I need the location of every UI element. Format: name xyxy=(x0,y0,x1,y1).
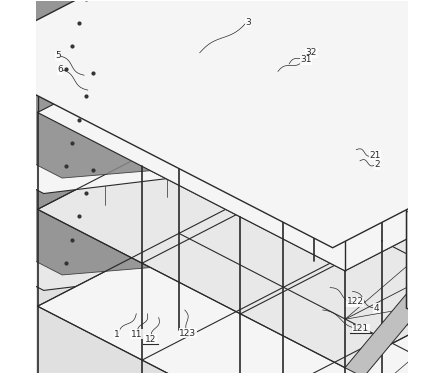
Polygon shape xyxy=(0,65,289,193)
Polygon shape xyxy=(0,162,289,290)
Polygon shape xyxy=(99,0,289,76)
Polygon shape xyxy=(0,102,444,374)
Polygon shape xyxy=(314,67,444,233)
Text: 2: 2 xyxy=(374,160,380,169)
Polygon shape xyxy=(0,0,286,81)
Text: 5: 5 xyxy=(55,51,61,60)
Polygon shape xyxy=(38,67,444,368)
Polygon shape xyxy=(305,288,348,310)
Text: 11: 11 xyxy=(131,330,142,339)
Polygon shape xyxy=(182,351,225,373)
Text: 31: 31 xyxy=(300,55,312,64)
Text: 3: 3 xyxy=(245,18,251,27)
Text: 121: 121 xyxy=(352,324,369,333)
Polygon shape xyxy=(38,164,444,374)
Polygon shape xyxy=(345,198,444,374)
Text: 123: 123 xyxy=(179,329,196,338)
Text: 21: 21 xyxy=(369,151,381,160)
Polygon shape xyxy=(385,329,428,351)
Polygon shape xyxy=(0,61,286,178)
Text: 1: 1 xyxy=(114,330,120,339)
Text: 12: 12 xyxy=(145,334,156,344)
Polygon shape xyxy=(191,102,444,374)
Polygon shape xyxy=(0,0,289,96)
Polygon shape xyxy=(345,295,444,374)
Polygon shape xyxy=(0,158,286,275)
Polygon shape xyxy=(38,0,444,271)
Polygon shape xyxy=(406,0,444,346)
Polygon shape xyxy=(99,65,289,173)
Polygon shape xyxy=(314,0,444,136)
Polygon shape xyxy=(118,0,444,160)
Polygon shape xyxy=(0,0,444,248)
Polygon shape xyxy=(302,0,444,85)
Text: 122: 122 xyxy=(347,297,364,306)
Polygon shape xyxy=(314,164,444,329)
Text: 6: 6 xyxy=(57,65,63,74)
Polygon shape xyxy=(99,162,289,270)
Text: 4: 4 xyxy=(374,304,380,313)
Text: 32: 32 xyxy=(306,48,317,57)
